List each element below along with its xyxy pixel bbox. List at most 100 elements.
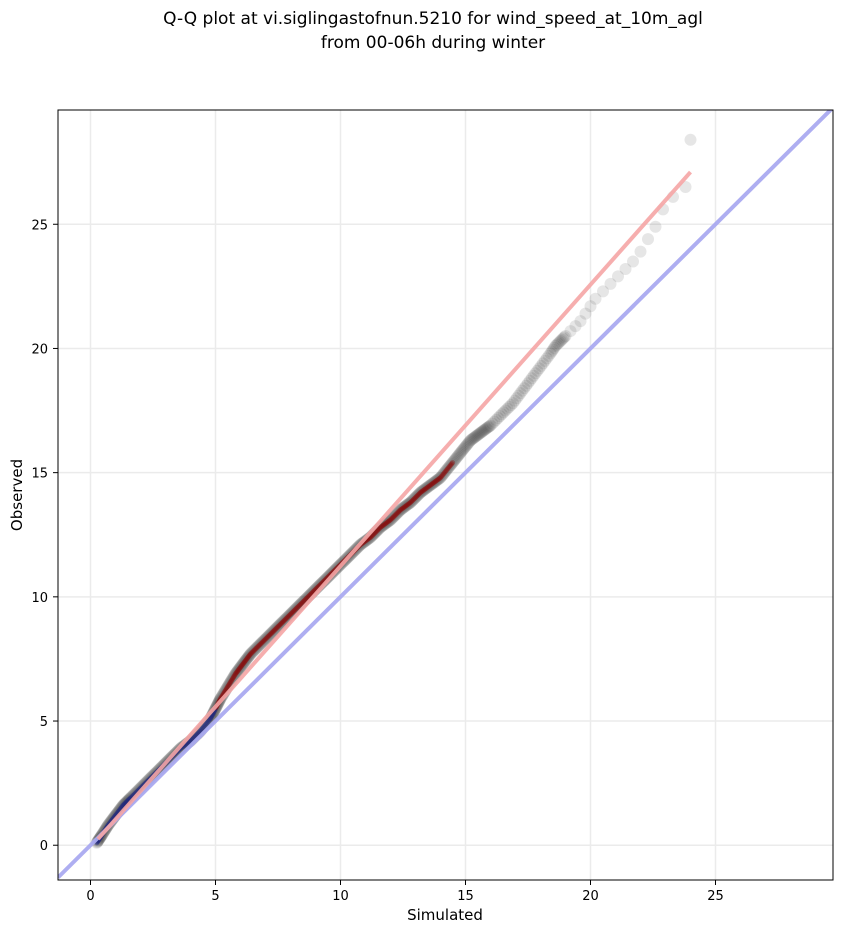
qq-point [253,639,266,652]
qq-point [432,473,445,486]
qq-point [462,436,475,449]
qq-point [401,498,414,511]
dense-region-marker [277,621,284,627]
qq-point [416,485,429,498]
dense-region-marker [446,463,453,470]
dense-region-marker [276,622,283,628]
dense-region-marker [247,651,254,657]
qq-point [569,320,582,333]
dense-region-marker [419,488,426,494]
dense-region-marker [226,682,232,688]
qq-point [454,446,467,459]
dense-region-marker [447,462,454,468]
qq-point [516,384,529,397]
dense-region-marker [286,612,293,618]
x-axis-ticks: 0 5 10 15 20 25 [86,880,724,904]
dense-region-marker [443,467,450,473]
dense-region-marker [293,605,300,611]
qq-point [254,638,267,651]
qq-point [507,397,519,410]
y-tick-label: 5 [40,715,48,730]
qq-point [244,647,257,660]
qq-point [424,479,437,492]
dense-region-marker [271,627,278,633]
qq-point [417,484,430,497]
qq-point [259,633,272,646]
dense-region-marker [378,523,385,530]
qq-point [415,485,428,498]
dense-region-marker [437,475,444,481]
dense-region-marker [203,720,210,727]
qq-point [525,372,538,385]
qq-point [527,369,540,382]
dense-region-marker [380,522,387,528]
dense-region-marker [374,527,381,533]
dense-region-marker [385,518,392,524]
qq-point [533,362,546,375]
qq-point [237,656,250,669]
dense-region-marker [228,678,234,684]
qq-point [495,408,508,421]
dense-region-marker [396,508,403,514]
dense-region-marker [415,491,422,498]
plot-area [58,110,833,879]
dense-region-marker [254,644,261,650]
qq-point [452,449,465,462]
qq-point [514,387,527,400]
dense-region-marker [433,477,440,484]
dense-region-marker [235,668,241,674]
dense-region-marker [377,524,384,530]
dense-region-marker [442,468,449,475]
qq-point [252,640,265,653]
dense-region-marker [430,480,437,486]
qq-point [422,480,435,493]
qq-point [544,347,557,360]
qq-point [258,634,271,647]
qq-point [391,506,404,519]
dense-region-marker [417,489,424,496]
qq-point [531,364,544,377]
qq-point [231,664,244,677]
qq-point [271,621,284,634]
qq-point [427,476,440,489]
dense-region-marker [202,722,209,728]
qq-point [469,430,482,443]
qq-point [557,332,569,345]
qq-point [403,497,416,510]
dense-region-marker [300,598,307,604]
fit-line [96,170,692,841]
dense-region-marker [404,502,411,508]
dense-region-marker [199,725,206,732]
dense-region-marker [249,649,256,655]
dense-region-marker [283,615,290,621]
qq-point [447,455,460,468]
dense-region-marker [401,504,408,510]
dense-region-marker [412,494,419,501]
qq-point [612,270,624,283]
qq-point [649,220,662,233]
qq-point [397,501,410,514]
dense-region-marker [264,634,271,640]
qq-point [273,619,286,632]
dense-region-marker [278,620,285,626]
qq-point [488,415,501,428]
qq-point [619,262,632,275]
qq-point [263,629,276,642]
dense-region-marker [376,525,383,531]
qq-point [553,336,566,349]
dense-region-marker [439,472,446,478]
dense-region-marker [243,657,249,663]
qq-point [472,428,485,441]
dense-region-marker [205,718,212,724]
qq-point [457,443,470,456]
y-tick-label: 20 [31,342,48,357]
qq-point [518,382,531,395]
x-tick-label: 25 [707,889,724,904]
dense-region-marker [406,500,413,506]
qq-point [237,657,249,670]
dense-region-marker [245,654,251,660]
qq-point [450,451,463,464]
qq-point [443,460,456,473]
dense-region-marker [382,520,389,527]
